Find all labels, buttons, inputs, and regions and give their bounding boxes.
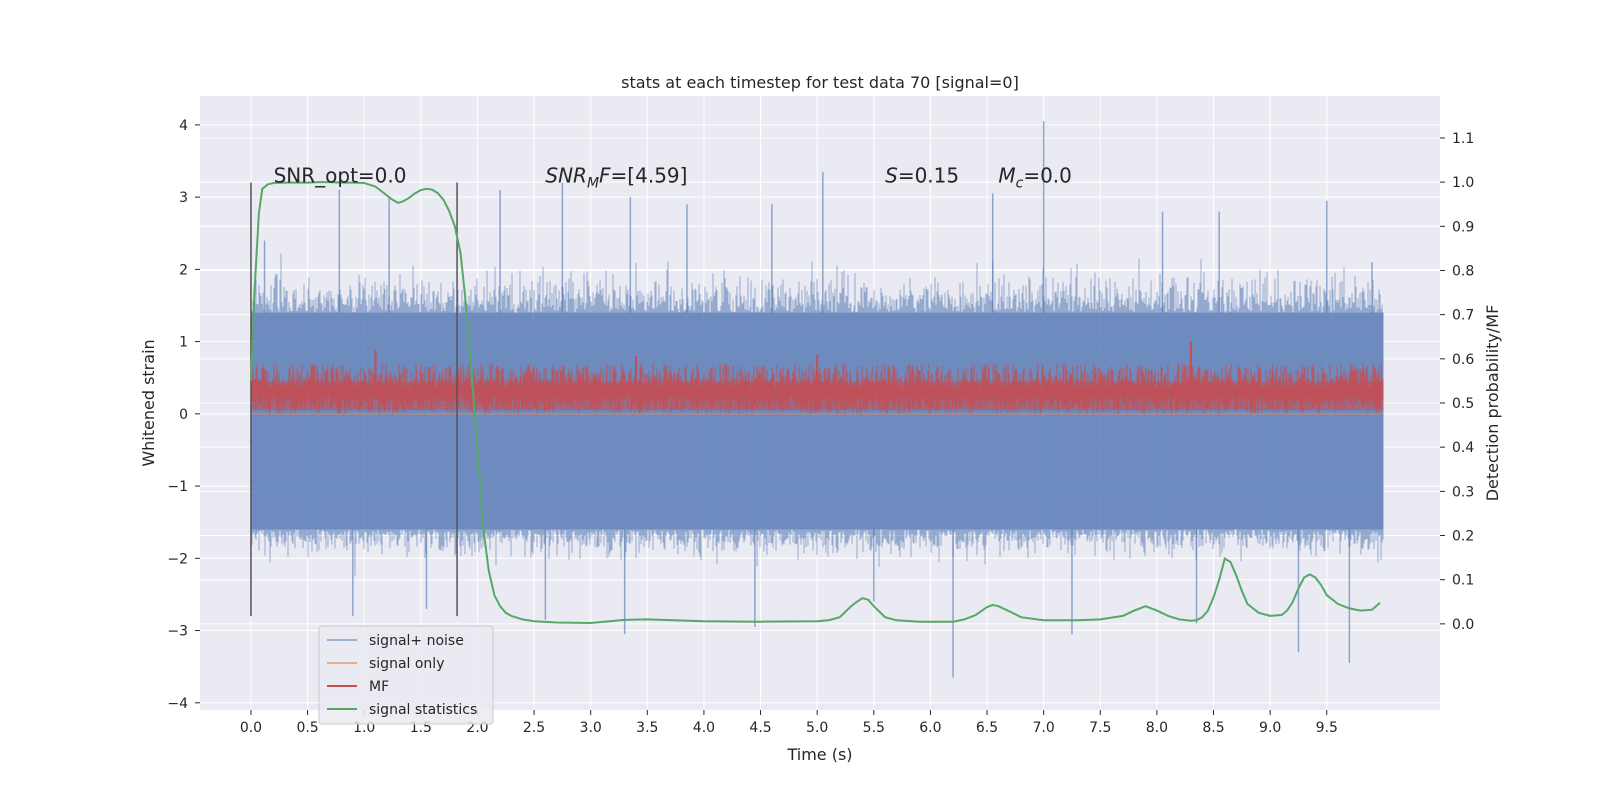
annotation-2: S=0.15 xyxy=(885,164,959,188)
annotation-part: =0.0 xyxy=(1023,164,1072,188)
noise-trace xyxy=(250,253,1384,576)
x-tick-label: 9.5 xyxy=(1316,720,1338,736)
y-tick-label: 1 xyxy=(179,335,188,351)
y2-tick-label: 0.5 xyxy=(1452,396,1474,412)
x-tick-label: 5.5 xyxy=(863,720,885,736)
y-axis-label: Whitened strain xyxy=(139,339,158,466)
chart-title: stats at each timestep for test data 70 … xyxy=(621,73,1019,92)
y-tick-label: −3 xyxy=(167,624,188,640)
annotation-part: =[4.59] xyxy=(611,164,688,188)
axes: 0.0 0.5 1.0 1.5 2.0 2.5 3.0 3.5 4.0 4.5 5.0 5.5 6.0 6… xyxy=(167,118,1474,736)
x-tick-label: 8.5 xyxy=(1202,720,1224,736)
y-tick-label: 0 xyxy=(179,407,188,423)
annotation-part: SNR xyxy=(545,164,587,188)
y2-tick-label: 1.1 xyxy=(1452,131,1474,147)
x-axis-label: Time (s) xyxy=(786,745,852,764)
annotation-0: SNR_opt=0.0 xyxy=(274,164,407,188)
annotation-part: S xyxy=(885,164,898,188)
x-tick-label: 0.0 xyxy=(240,720,262,736)
y2-tick-label: 0.8 xyxy=(1452,263,1474,279)
y2-tick-label: 0.7 xyxy=(1452,308,1474,324)
y2-tick-label: 0.3 xyxy=(1452,484,1474,500)
x-tick-label: 2.5 xyxy=(523,720,545,736)
legend-label-stat: signal statistics xyxy=(369,702,477,718)
annotation-part: c xyxy=(1016,176,1024,192)
signal-statistics-line xyxy=(250,181,1381,625)
x-tick-label: 6.0 xyxy=(919,720,941,736)
y-tick-label: 3 xyxy=(179,190,188,206)
annotations: SNR_opt=0.0 SNRMF=[4.59] S=0.15 Mc=0.0 xyxy=(274,164,1072,192)
annotation-part: M xyxy=(587,176,599,192)
x-tick-label: 4.5 xyxy=(749,720,771,736)
annotation-1: SNRMF=[4.59] xyxy=(545,164,687,192)
noise-series xyxy=(250,121,1384,678)
y-tick-label: 2 xyxy=(179,262,188,278)
y-tick-label: 4 xyxy=(179,118,188,134)
y-tick-label: −1 xyxy=(167,479,188,495)
annotation-3: Mc=0.0 xyxy=(998,164,1072,192)
x-tick-label: 3.0 xyxy=(580,720,602,736)
annotation-part: F xyxy=(599,164,611,188)
annotation-part: M xyxy=(998,164,1015,188)
x-tick-label: 7.0 xyxy=(1033,720,1055,736)
x-tick-label: 8.0 xyxy=(1146,720,1168,736)
vertical-markers xyxy=(250,182,458,617)
legend-label-noise: signal+ noise xyxy=(369,633,464,649)
y2-tick-label: 0.9 xyxy=(1452,219,1474,235)
legend-label-signal: signal only xyxy=(369,656,444,672)
x-tick-label: 5.0 xyxy=(806,720,828,736)
y2-axis-label: Detection probability/MF xyxy=(1483,305,1502,502)
legend-label-mf: MF xyxy=(369,679,389,695)
signal-statistics-series xyxy=(250,181,1381,625)
legend-box xyxy=(318,625,494,725)
y2-tick-label: 0.4 xyxy=(1452,440,1474,456)
mf-series xyxy=(250,341,1384,414)
x-tick-label: 0.5 xyxy=(296,720,318,736)
x-tick-label: 7.5 xyxy=(1089,720,1111,736)
y-tick-label: −2 xyxy=(167,551,188,567)
y2-tick-label: 0.6 xyxy=(1452,352,1474,368)
legend: signal+ noise signal only MF signal stat… xyxy=(318,625,494,725)
y2-tick-label: 1.0 xyxy=(1452,175,1474,191)
x-tick-label: 6.5 xyxy=(976,720,998,736)
y2-tick-label: 0.1 xyxy=(1452,573,1474,589)
y2-tick-label: 0.2 xyxy=(1452,529,1474,545)
x-tick-label: 4.0 xyxy=(693,720,715,736)
annotation-part: =0.15 xyxy=(898,164,959,188)
annotation-part: SNR_opt=0.0 xyxy=(274,164,407,188)
x-tick-label: 9.0 xyxy=(1259,720,1281,736)
y-tick-label: −4 xyxy=(167,696,188,712)
x-tick-label: 3.5 xyxy=(636,720,658,736)
y2-tick-label: 0.0 xyxy=(1452,617,1474,633)
